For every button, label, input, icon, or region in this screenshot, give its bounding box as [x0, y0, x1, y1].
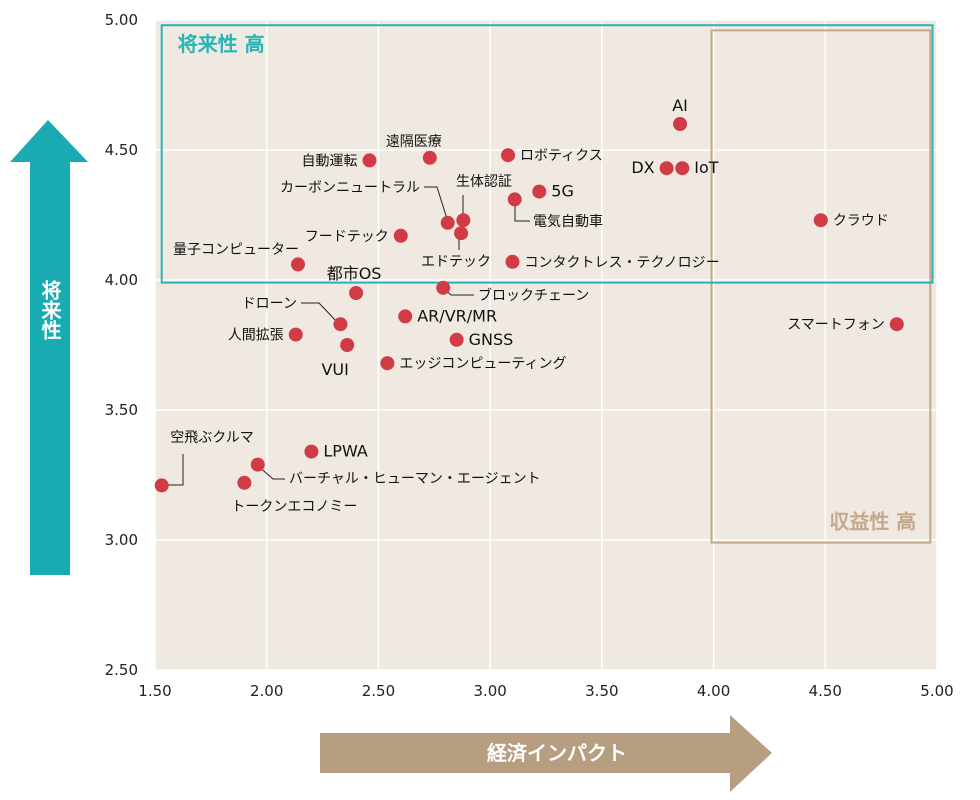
data-point: [333, 317, 348, 332]
point-label: スマートフォン: [787, 317, 885, 333]
zone-future-frame: [160, 24, 934, 284]
point-label: フードテック: [305, 229, 389, 245]
x-axis-arrow: [320, 715, 772, 792]
point-label: 遠隔医療: [386, 133, 442, 150]
data-point: [436, 280, 451, 295]
y-tick-label: 4.50: [105, 141, 138, 159]
point-label: 生体認証: [456, 174, 512, 190]
data-point: [349, 286, 364, 300]
point-label: 空飛ぶクルマ: [170, 430, 254, 446]
x-axis-label: 経済インパクト: [487, 741, 627, 765]
y-tick-label: 3.00: [105, 531, 138, 549]
y-axis-label: 将来性: [38, 279, 62, 341]
data-point: [288, 327, 303, 342]
data-point: [290, 257, 305, 272]
point-label: 都市OS: [327, 264, 382, 283]
point-label: バーチャル・ヒューマン・エージェント: [289, 471, 541, 487]
y-tick-label: 4.00: [105, 271, 138, 289]
point-label: トークンエコノミー: [231, 499, 357, 515]
y-tick-label: 2.50: [105, 661, 138, 679]
data-point: [398, 309, 413, 324]
point-label: 5G: [551, 182, 574, 201]
data-point: [440, 215, 455, 230]
point-label: VUI: [321, 360, 348, 379]
x-tick-label: 3.00: [473, 682, 506, 700]
x-tick-label: 1.50: [138, 682, 171, 700]
data-point: [532, 184, 547, 199]
data-point: [456, 213, 471, 228]
data-point: [304, 444, 319, 459]
point-label: AR/VR/MR: [417, 306, 497, 325]
data-point: [340, 338, 355, 352]
data-point: [362, 153, 377, 168]
point-label: コンタクトレス・テクノロジー: [524, 255, 719, 271]
point-label: 量子コンピューター: [173, 242, 299, 258]
data-point: [250, 457, 265, 472]
x-tick-label: 5.00: [920, 682, 953, 700]
plot-area: [155, 20, 937, 670]
data-point: [813, 213, 828, 228]
leader-line: [301, 302, 339, 324]
x-tick-label: 4.50: [809, 682, 842, 700]
data-point: [154, 478, 169, 493]
point-label: DX: [631, 158, 654, 177]
zone-profit-label: 収益性 高: [829, 510, 916, 534]
data-point: [673, 117, 688, 131]
data-point: [454, 226, 469, 241]
y-tick-label: 3.50: [105, 401, 138, 419]
point-label: IoT: [694, 158, 719, 177]
data-point: [422, 150, 437, 165]
point-label: 電気自動車: [533, 213, 603, 230]
x-tick-label: 2.50: [362, 682, 395, 700]
point-label: クラウド: [833, 213, 889, 229]
data-point: [505, 254, 520, 269]
point-label: ブロックチェーン: [478, 287, 589, 304]
point-label: ロボティクス: [520, 148, 603, 164]
point-label: GNSS: [469, 330, 514, 349]
point-label: ドローン: [242, 296, 297, 312]
zone-profit-frame: [710, 29, 932, 544]
point-label: LPWA: [323, 442, 368, 461]
point-label: エッジコンピューティング: [399, 356, 566, 372]
point-label: AI: [672, 96, 688, 115]
data-point: [449, 332, 464, 347]
data-point: [380, 356, 395, 371]
y-axis-arrow: [10, 120, 88, 575]
zone-future-label: 将来性 高: [178, 32, 265, 56]
data-point: [507, 192, 522, 207]
x-tick-label: 2.00: [250, 682, 283, 700]
point-label: 人間拡張: [228, 328, 284, 344]
leader-line: [514, 200, 530, 222]
x-tick-label: 3.50: [585, 682, 618, 700]
data-point: [393, 228, 408, 243]
x-tick-label: 4.00: [697, 682, 730, 700]
point-label: カーボンニュートラル: [280, 180, 420, 196]
point-label: 自動運転: [301, 153, 357, 169]
data-point: [675, 161, 690, 176]
data-point: [501, 148, 516, 163]
data-point: [659, 161, 674, 176]
data-point: [889, 317, 904, 332]
point-label: エドテック: [421, 254, 491, 270]
leader-line: [424, 186, 449, 223]
data-point: [237, 475, 252, 490]
y-tick-label: 5.00: [105, 11, 138, 29]
